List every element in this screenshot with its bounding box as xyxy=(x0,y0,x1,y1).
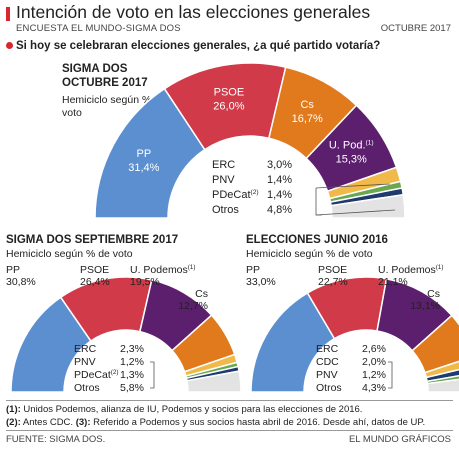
slice-value: 31,4% xyxy=(128,162,159,174)
party-value: 21,1% xyxy=(378,276,408,288)
chart-subtitle-left: Hemiciclo según % de voto xyxy=(6,248,133,260)
legend-label: Otros xyxy=(316,382,342,394)
source-note: FUENTE: SIGMA DOS. xyxy=(6,434,106,445)
leader-line xyxy=(388,361,393,389)
party-value: 13,1% xyxy=(410,300,440,312)
chart-subtitle-right: Hemiciclo según % de voto xyxy=(246,248,373,260)
slice-value: 16,7% xyxy=(292,113,323,125)
legend-label: PDeCat(2) xyxy=(212,189,259,201)
party-label: PSOE xyxy=(80,264,109,276)
graphics-credit: EL MUNDO GRÁFICOS xyxy=(348,434,451,445)
legend-label: CDC xyxy=(316,356,339,368)
slice-label: U. Pod.(1) xyxy=(329,140,374,152)
legend-value: 2,6% xyxy=(362,343,386,355)
slice-otros xyxy=(186,370,242,393)
legend-label: PNV xyxy=(316,369,338,381)
slice-label: Cs xyxy=(300,99,314,111)
footer-divider xyxy=(6,430,453,431)
chart-title-right: ELECCIONES JUNIO 2016 xyxy=(246,234,388,246)
legend-value: 4,8% xyxy=(267,204,292,216)
legend-label: Otros xyxy=(74,382,100,394)
slice-cs xyxy=(411,314,459,374)
party-label: Cs xyxy=(427,288,440,300)
footnote-3-marker: (3): xyxy=(75,417,91,428)
party-label: Cs xyxy=(195,288,208,300)
legend-value: 2,0% xyxy=(362,356,386,368)
hemicycle-main: PP 31,4% PSOE 26,0% Cs 16,7% U. Pod.(1) 15,3% ER… xyxy=(94,62,406,219)
legend-value: 1,3% xyxy=(120,369,144,381)
party-label: U. Podemos(1) xyxy=(130,264,195,276)
footnote-divider xyxy=(6,400,453,401)
page-title: Intención de voto en las elecciones gene… xyxy=(16,2,371,22)
party-label: PP xyxy=(6,264,20,276)
survey-date: OCTUBRE 2017 xyxy=(380,23,451,34)
party-label: PP xyxy=(246,264,260,276)
legend-value: 5,8% xyxy=(120,382,144,394)
legend-value: 3,0% xyxy=(267,159,292,171)
legend-label: ERC xyxy=(74,343,97,355)
legend-value: 2,3% xyxy=(120,343,144,355)
leader-line xyxy=(150,361,155,389)
leader-line xyxy=(315,209,396,216)
footnote-3-text: Referido a Podemos y sus socios hasta ab… xyxy=(90,417,426,428)
leader-line xyxy=(315,188,322,216)
slice-value: 26,0% xyxy=(213,100,244,112)
legend-label: PDeCat(2) xyxy=(74,369,118,381)
legend-label: PNV xyxy=(74,356,96,368)
legend-label: PNV xyxy=(212,174,235,186)
slice-otros xyxy=(330,193,406,219)
footnote-1-text: Unidos Podemos, alianza de IU, Podemos y… xyxy=(20,404,363,415)
footnote-1: (1): Unidos Podemos, alianza de IU, Pode… xyxy=(6,403,425,416)
legend-value: 1,2% xyxy=(362,369,386,381)
legend-value: 1,4% xyxy=(267,189,292,201)
slice-otros xyxy=(426,378,459,393)
question-bullet-icon xyxy=(6,42,13,49)
chart-title-left: SIGMA DOS SEPTIEMBRE 2017 xyxy=(6,234,179,246)
legend-value: 1,2% xyxy=(120,356,144,368)
party-value: 19,5% xyxy=(130,276,160,288)
legend-value: 4,3% xyxy=(362,382,386,394)
legend-label: ERC xyxy=(316,343,339,355)
party-value: 22,7% xyxy=(318,276,348,288)
legend-label: Otros xyxy=(212,204,239,216)
chart-subtitle-main: Hemiciclo según % de voto xyxy=(62,94,166,119)
party-value: 12,7% xyxy=(178,300,208,312)
footnote-2: (2): Antes CDC. (3): Referido a Podemos … xyxy=(6,416,425,429)
header-accent-bar xyxy=(6,7,10,21)
chart-title-main: SIGMA DOS OCTUBRE 2017 xyxy=(62,63,148,89)
footnote-1-marker: (1): xyxy=(6,404,21,415)
legend-value: 1,4% xyxy=(267,174,292,186)
footnote-2-marker: (2): xyxy=(6,417,21,428)
survey-question: Si hoy se celebraran elecciones generale… xyxy=(16,40,381,52)
slice-value: 15,3% xyxy=(336,154,367,166)
party-label: PSOE xyxy=(318,264,347,276)
legend-label: ERC xyxy=(212,159,235,171)
footnote-2-text: Antes CDC. xyxy=(20,417,76,428)
slice-label: PP xyxy=(137,148,152,160)
party-value: 33,0% xyxy=(246,276,276,288)
leader-line xyxy=(315,183,391,189)
footnotes: (1): Unidos Podemos, alianza de IU, Pode… xyxy=(6,403,425,429)
party-label: U. Podemos(1) xyxy=(378,264,443,276)
party-value: 26,4% xyxy=(80,276,110,288)
party-value: 30,8% xyxy=(6,276,36,288)
slice-label: PSOE xyxy=(214,86,245,98)
page-subtitle: ENCUESTA EL MUNDO-SIGMA DOS xyxy=(16,23,181,34)
